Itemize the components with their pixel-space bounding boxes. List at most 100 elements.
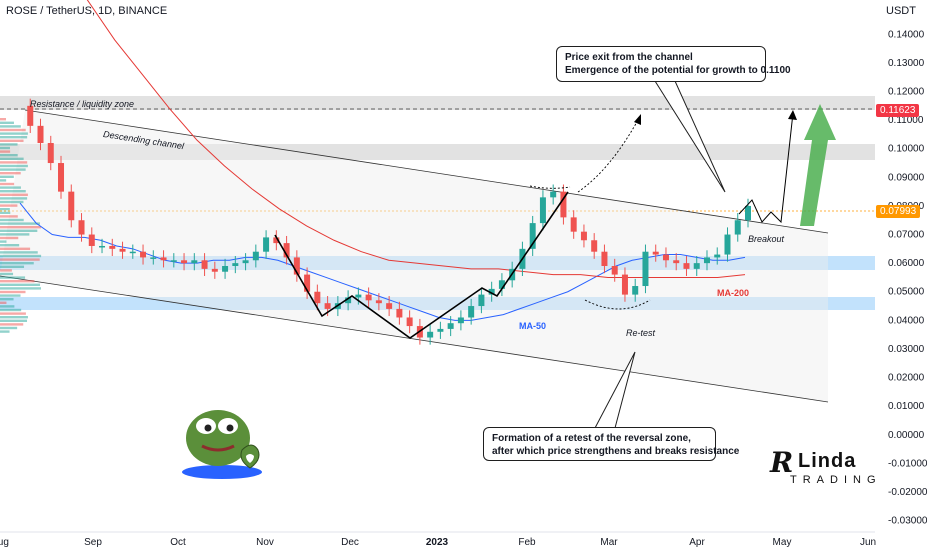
candle	[345, 297, 352, 304]
volume-profile-bar	[0, 229, 38, 232]
dotted-curve-arrow	[577, 119, 639, 193]
candle	[703, 257, 710, 264]
volume-profile-bar	[0, 200, 24, 204]
candle	[386, 303, 393, 309]
x-tick-label: Mar	[600, 537, 618, 548]
annotation-line: Emergence of the potential for growth to…	[565, 65, 791, 76]
volume-profile-bar	[0, 276, 26, 279]
retest-annotation: Formation of a retest of the reversal zo…	[483, 427, 740, 461]
x-axis: Aug Sep Oct Nov Dec 2023 Feb Mar Apr May Jun	[0, 531, 876, 548]
candle	[201, 260, 208, 269]
candle	[724, 234, 731, 255]
annotation-line: after which price strengthens and breaks…	[492, 446, 740, 457]
dotted-curve-arrow-head	[634, 114, 641, 125]
support-zone-band-upper	[0, 256, 875, 270]
y-tick-label: 0.03000	[888, 344, 925, 355]
volume-profile-bar	[0, 175, 14, 178]
volume-profile-bar	[0, 146, 10, 150]
volume-profile-bar	[0, 258, 40, 261]
volume-profile-bar	[0, 247, 31, 250]
candle	[27, 105, 34, 126]
candle	[662, 254, 669, 261]
volume-profile-bar	[0, 154, 18, 157]
volume-profile-bar	[0, 316, 28, 319]
volume-profile-bar	[0, 204, 18, 207]
volume-profile-bar	[0, 290, 26, 294]
axis-unit: USDT	[886, 5, 916, 17]
top-dotted-arc	[529, 185, 571, 189]
candle	[427, 331, 434, 338]
exit-channel-annotation: Price exit from the channel Emergence of…	[556, 46, 791, 82]
annotation-line: Formation of a retest of the reversal zo…	[492, 433, 691, 444]
candle	[170, 260, 177, 262]
candle	[99, 245, 106, 248]
candle	[632, 286, 639, 295]
volume-profile-bar	[0, 265, 25, 268]
volume-profile-bar	[0, 280, 35, 283]
volume-profile-bar	[0, 172, 21, 175]
volume-profile-bar	[0, 330, 10, 333]
candle	[457, 317, 464, 324]
candle	[591, 240, 598, 252]
candle	[570, 217, 577, 232]
chart-title: ROSE / TetherUS, 1D, BINANCE	[6, 5, 168, 17]
candle	[109, 245, 116, 249]
candle	[396, 308, 403, 318]
volume-profile-bar	[0, 179, 7, 182]
candle	[181, 260, 188, 264]
candle	[78, 220, 85, 235]
channel-fill	[0, 110, 828, 402]
resistance-zone-band	[0, 96, 875, 110]
candle	[734, 220, 741, 235]
y-tick-label: 0.04000	[888, 315, 925, 326]
candle	[488, 288, 495, 295]
x-tick-label: Sep	[84, 537, 102, 548]
volume-profile-bar	[0, 222, 40, 225]
support-zone-band-lower	[0, 297, 875, 310]
candle	[375, 300, 382, 304]
volume-profile-bar	[0, 254, 42, 258]
candle	[478, 294, 485, 307]
volume-profile-bar	[0, 132, 28, 135]
annotation-line: Price exit from the channel	[565, 52, 693, 63]
x-tick-label: May	[773, 537, 792, 548]
linda-trading-logo: R Linda TRADING	[770, 446, 876, 492]
volume-profile-bar	[0, 121, 14, 124]
candle	[714, 254, 721, 258]
volume-profile	[0, 118, 42, 333]
candle	[406, 317, 413, 327]
candle	[68, 191, 75, 221]
volume-profile-bar	[0, 186, 21, 189]
candle	[693, 263, 700, 269]
candle	[745, 205, 751, 221]
ma200-line	[86, 0, 746, 278]
volume-profile-bar	[0, 287, 41, 290]
channel-upper-line	[24, 109, 829, 234]
volume-profile-bar	[0, 262, 34, 265]
candle	[601, 251, 608, 266]
volume-profile-bar	[0, 182, 15, 186]
x-tick-label: Oct	[170, 537, 186, 548]
y-tick-label: 0.09000	[888, 172, 925, 183]
volume-profile-bar	[0, 190, 26, 193]
volume-profile-bar	[0, 312, 26, 315]
candle	[355, 294, 362, 298]
candle	[222, 266, 229, 272]
candle	[539, 197, 546, 224]
candle	[447, 323, 454, 329]
channel-lower-line	[0, 275, 829, 403]
y-tick-label: 0.07000	[888, 230, 925, 241]
volume-profile-bar	[0, 301, 7, 304]
y-tick-label: -0.03000	[888, 516, 928, 527]
horizontal-zones	[0, 96, 875, 310]
candle	[324, 303, 331, 309]
candle	[550, 191, 557, 198]
volume-profile-bar	[0, 128, 26, 132]
candle	[160, 257, 167, 261]
volume-profile-bar	[0, 323, 24, 326]
y-tick-label: -0.02000	[888, 487, 928, 498]
volume-profile-bar	[0, 125, 21, 128]
y-tick-label: 0.13000	[888, 58, 925, 69]
volume-profile-bar	[0, 215, 18, 218]
